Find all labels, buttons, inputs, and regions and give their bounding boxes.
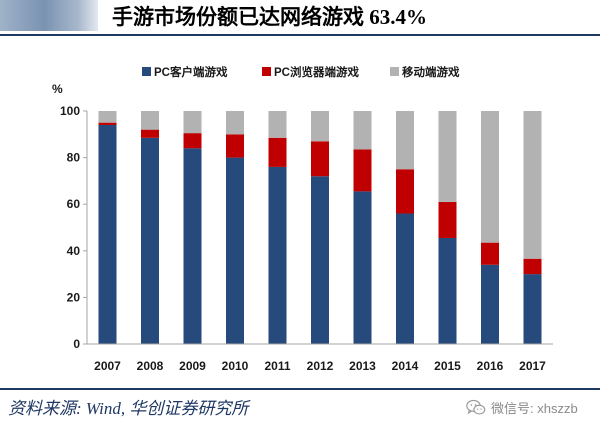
bar-2011-pc-client-game — [268, 166, 287, 344]
bar-2012-mobile-game — [311, 111, 329, 142]
x-tick-label: 2014 — [392, 359, 419, 373]
legend-swatch-pc-browser-game — [262, 67, 271, 76]
chart-title: 手游市场份额已达网络游戏 63.4% — [112, 5, 427, 29]
bar-2007-pc-browser-game — [98, 122, 117, 125]
legend-item-pc-client-game: PC客户端游戏 — [142, 65, 228, 79]
bar-2013-pc-browser-game — [353, 149, 372, 192]
bar-2015-mobile-game — [438, 111, 457, 202]
bar-2014-mobile-game — [396, 111, 414, 170]
watermark: 微信号: xhszzb — [466, 398, 578, 416]
bar-2012-pc-browser-game — [311, 141, 329, 177]
source-note: 资料来源: Wind, 华创证券研究所 — [8, 399, 249, 418]
y-tick-label: 20 — [67, 290, 81, 304]
bar-2008-pc-browser-game — [141, 129, 159, 138]
bar-2015-pc-client-game — [438, 237, 457, 344]
bar-2008-pc-client-game — [141, 137, 159, 344]
legend: PC客户端游戏 PC浏览器端游戏 移动端游戏 — [142, 65, 460, 79]
x-tick-label: 2016 — [477, 359, 504, 373]
x-tick-label: 2007 — [94, 359, 121, 373]
x-tick-label: 2011 — [264, 359, 290, 373]
bar-2008-mobile-game — [141, 111, 159, 130]
bar-2009-pc-browser-game — [183, 133, 202, 149]
x-tick-label: 2010 — [222, 359, 249, 373]
title-rule — [0, 34, 600, 36]
bar-2013-mobile-game — [353, 111, 372, 150]
x-tick-label: 2009 — [179, 359, 206, 373]
bar-2009-pc-client-game — [183, 148, 202, 344]
y-tick-label: 40 — [67, 244, 81, 258]
bar-2011-pc-browser-game — [268, 137, 287, 167]
x-tick-label: 2008 — [137, 359, 164, 373]
bar-2011-mobile-game — [268, 111, 287, 138]
bar-2016-pc-browser-game — [481, 242, 499, 265]
legend-item-mobile-game: 移动端游戏 — [390, 65, 460, 79]
x-tick-label: 2013 — [349, 359, 376, 373]
legend-swatch-mobile-game — [390, 67, 399, 76]
y-tick-label: 60 — [67, 197, 81, 211]
legend-label: PC客户端游戏 — [154, 65, 228, 79]
x-tick-label: 2017 — [519, 359, 546, 373]
legend-label: PC浏览器端游戏 — [274, 65, 359, 79]
bar-2014-pc-client-game — [396, 213, 414, 344]
bar-2016-pc-client-game — [481, 264, 499, 344]
legend-label: 移动端游戏 — [402, 65, 460, 79]
watermark-text: 微信号: xhszzb — [491, 400, 578, 416]
x-tick-label: 2012 — [307, 359, 334, 373]
bar-2017-pc-browser-game — [523, 258, 542, 275]
bar-2015-pc-browser-game — [438, 201, 457, 238]
bar-2010-pc-client-game — [226, 157, 244, 344]
bar-2010-pc-browser-game — [226, 134, 244, 158]
bar-2014-pc-browser-game — [396, 169, 414, 214]
bar-2010-mobile-game — [226, 111, 244, 135]
y-tick-label: 0 — [73, 337, 80, 351]
bar-2017-pc-client-game — [523, 274, 542, 344]
y-tick-label: 100 — [60, 104, 80, 118]
bar-2012-pc-client-game — [311, 176, 329, 344]
legend-swatch-pc-client-game — [142, 67, 151, 76]
bar-2007-pc-client-game — [98, 124, 117, 344]
bar-2013-pc-client-game — [353, 191, 372, 344]
bar-2009-mobile-game — [183, 111, 202, 134]
bar-2016-mobile-game — [481, 111, 499, 243]
y-tick-label: 80 — [67, 151, 81, 165]
wechat-icon — [466, 399, 486, 414]
bar-2017-mobile-game — [523, 111, 542, 259]
legend-item-pc-browser-game: PC浏览器端游戏 — [262, 65, 359, 79]
x-tick-label: 2015 — [434, 359, 461, 373]
header-decoration — [0, 0, 98, 31]
y-axis-label: % — [52, 82, 63, 96]
bars — [98, 111, 542, 344]
bar-2007-mobile-game — [98, 111, 117, 123]
footer-rule — [0, 388, 600, 390]
